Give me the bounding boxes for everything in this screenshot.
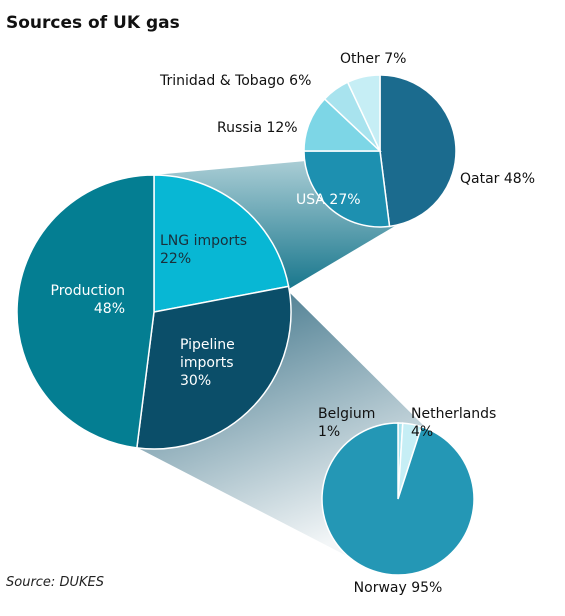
pipeline-slice-norway [321,422,475,576]
main-label-production: Production 48% [51,283,125,317]
main-pie [16,174,292,450]
lng-slice-usa [303,150,391,228]
main-label-pipeline-imports: Pipeline imports 30% [180,337,235,389]
pipeline-label-netherlands: Netherlands 4% [411,406,496,440]
lng-label-qatar: Qatar 48% [460,171,535,187]
lng-slice-qatar [379,74,457,228]
main-slice-pipeline-imports [135,285,292,450]
lng-label-trinidad-and-tobago: Trinidad & Tobago 6% [159,73,311,89]
pipeline-pie [321,422,475,576]
source-note: Source: DUKES [6,575,104,590]
labels: LNG imports 22% Pipeline imports 30% Producti… [51,51,535,596]
pipeline-label-norway: Norway 95% [354,580,443,596]
lng-label-usa: USA 27% [296,192,361,208]
lng-label-russia: Russia 12% [217,120,298,136]
main-slice-production [16,174,155,449]
main-label-lng-imports: LNG imports 22% [160,233,247,267]
lng-pie [303,74,457,228]
pipeline-label-belgium: Belgium 1% [318,406,375,440]
lng-label-other: Other 7% [340,51,406,67]
main-slice-lng-imports [153,174,290,313]
pies [16,74,475,576]
lng-slice-other [346,74,381,152]
chart-title: Sources of UK gas [6,13,180,33]
